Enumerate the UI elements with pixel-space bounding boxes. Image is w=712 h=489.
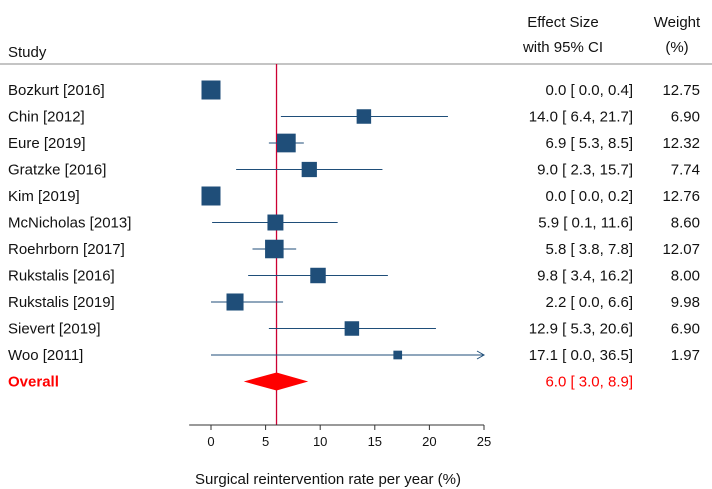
estimate-marker (265, 239, 284, 259)
x-tick-label: 0 (207, 434, 214, 449)
x-axis-label: Surgical reintervention rate per year (%… (195, 471, 461, 488)
effect-size-text: 2.2 [ 0.0, 6.6] (545, 294, 633, 311)
weight-text: 6.90 (671, 321, 700, 338)
weight-text: 12.07 (662, 241, 700, 258)
weight-text: 7.74 (671, 162, 700, 179)
effect-size-text: 12.9 [ 5.3, 20.6] (529, 321, 633, 338)
estimate-marker (267, 214, 284, 231)
study-row: Chin [2012] 14.0 [ 6.4, 21.7] 6.90 (8, 109, 700, 126)
estimate-marker (310, 267, 326, 284)
study-name: Eure [2019] (8, 135, 86, 152)
study-row: Rukstalis [2019] 2.2 [ 0.0, 6.6] 9.98 (8, 293, 700, 311)
header-effect-ci: with 95% CI (522, 39, 603, 56)
estimate-marker (276, 133, 296, 153)
weight-text: 8.00 (671, 268, 700, 285)
study-name: Bozkurt [2016] (8, 82, 105, 99)
effect-size-text: 17.1 [ 0.0, 36.5] (529, 347, 633, 364)
study-name: Kim [2019] (8, 188, 80, 205)
header-weight-unit: (%) (665, 39, 688, 56)
effect-size-text: 6.9 [ 5.3, 8.5] (545, 135, 633, 152)
estimate-marker (226, 293, 244, 311)
study-row: Roehrborn [2017] 5.8 [ 3.8, 7.8] 12.07 (8, 239, 700, 259)
study-name: Gratzke [2016] (8, 162, 106, 179)
x-tick-label: 20 (422, 434, 436, 449)
study-row: Kim [2019] 0.0 [ 0.0, 0.2] 12.76 (8, 186, 700, 206)
overall-label: Overall (8, 374, 59, 391)
weight-text: 12.32 (662, 135, 700, 152)
x-tick-label: 10 (313, 434, 327, 449)
weight-text: 12.75 (662, 82, 700, 99)
estimate-marker (356, 109, 372, 124)
study-name: McNicholas [2013] (8, 215, 131, 232)
study-row: McNicholas [2013] 5.9 [ 0.1, 11.6] 8.60 (8, 215, 700, 232)
x-tick-label: 15 (368, 434, 382, 449)
header-effect-size: Effect Size (527, 14, 598, 31)
study-name: Rukstalis [2016] (8, 268, 115, 285)
estimate-marker (301, 161, 317, 178)
estimate-marker (393, 350, 403, 360)
estimate-marker (201, 80, 221, 100)
effect-size-text: 9.8 [ 3.4, 16.2] (537, 268, 633, 285)
overall-diamond (243, 372, 309, 391)
x-tick-label: 25 (477, 434, 491, 449)
effect-size-text: 9.0 [ 2.3, 15.7] (537, 162, 633, 179)
study-row: Eure [2019] 6.9 [ 5.3, 8.5] 12.32 (8, 133, 700, 153)
estimate-marker (344, 321, 360, 336)
effect-size-text: 5.8 [ 3.8, 7.8] (545, 241, 633, 258)
study-name: Chin [2012] (8, 109, 85, 126)
effect-size-text: 14.0 [ 6.4, 21.7] (529, 109, 633, 126)
study-row: Sievert [2019] 12.9 [ 5.3, 20.6] 6.90 (8, 321, 700, 338)
study-row: Bozkurt [2016] 0.0 [ 0.0, 0.4] 12.75 (8, 80, 700, 100)
ci-arrow (476, 350, 486, 360)
overall-row: Overall 6.0 [ 3.0, 8.9] (8, 372, 633, 391)
study-name: Sievert [2019] (8, 321, 101, 338)
effect-size-text: 5.9 [ 0.1, 11.6] (538, 215, 633, 232)
study-row: Woo [2011] 17.1 [ 0.0, 36.5] 1.97 (8, 347, 700, 364)
weight-text: 6.90 (671, 109, 700, 126)
study-row: Rukstalis [2016] 9.8 [ 3.4, 16.2] 8.00 (8, 268, 700, 285)
estimate-marker (201, 186, 221, 206)
header-study: Study (8, 44, 47, 61)
effect-size-text: 0.0 [ 0.0, 0.4] (545, 82, 633, 99)
study-row: Gratzke [2016] 9.0 [ 2.3, 15.7] 7.74 (8, 162, 700, 179)
x-tick-label: 5 (262, 434, 269, 449)
weight-text: 8.60 (671, 215, 700, 232)
effect-size-text: 0.0 [ 0.0, 0.2] (545, 188, 633, 205)
overall-effect-text: 6.0 [ 3.0, 8.9] (545, 374, 633, 391)
weight-text: 9.98 (671, 294, 700, 311)
study-name: Woo [2011] (8, 347, 83, 364)
study-name: Roehrborn [2017] (8, 241, 125, 258)
study-name: Rukstalis [2019] (8, 294, 115, 311)
header-weight: Weight (654, 14, 701, 31)
weight-text: 12.76 (662, 188, 700, 205)
weight-text: 1.97 (671, 347, 700, 364)
